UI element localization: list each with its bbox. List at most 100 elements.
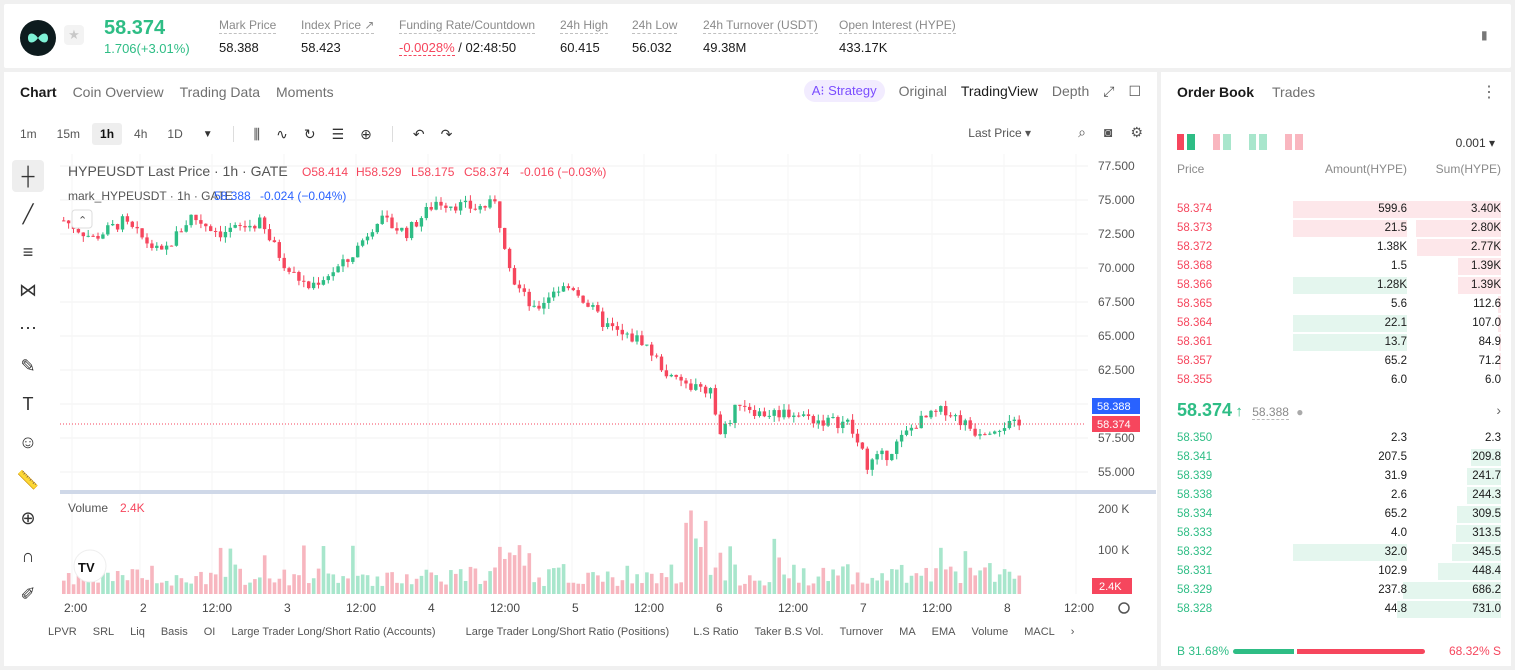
stat-mark-price[interactable]: Mark Price 58.388 [219, 18, 277, 55]
pattern-icon[interactable]: ⋈ [19, 279, 37, 300]
ask-row[interactable]: 58.372 1.38K 2.77K [1177, 238, 1501, 257]
mid-mark-price[interactable]: 58.388 [1252, 405, 1289, 420]
timeframe-1m[interactable]: 1m [20, 127, 37, 141]
indicator-item[interactable]: MACL [1024, 626, 1055, 638]
window-icon[interactable]: ☐ [1128, 82, 1141, 99]
layout-asks-bids-icon[interactable] [1213, 134, 1231, 150]
text-icon[interactable]: T [22, 393, 34, 414]
measure-lines-icon[interactable]: ⋯ [19, 317, 37, 338]
tab-coin-overview[interactable]: Coin Overview [72, 84, 164, 100]
add-alert-icon[interactable]: ⊕ [360, 125, 372, 142]
volume-bar [341, 576, 345, 594]
view-tradingview[interactable]: TradingView [960, 83, 1038, 99]
timeframe-4h[interactable]: 4h [134, 127, 148, 141]
book-icon[interactable]: ▮ [1481, 28, 1488, 42]
indicator-item[interactable]: SRL [92, 626, 115, 638]
undo-icon[interactable]: ↶ [412, 125, 425, 142]
search-icon[interactable]: ⌕ [1078, 124, 1086, 140]
candles-icon[interactable]: ⫼ [253, 125, 261, 142]
view-depth[interactable]: Depth [1051, 83, 1090, 99]
ask-row[interactable]: 58.366 1.28K 1.39K [1177, 276, 1501, 295]
bid-row[interactable]: 58.341 207.5 209.8 [1177, 448, 1501, 467]
tab-order-book[interactable]: Order Book [1177, 84, 1255, 100]
crosshair-icon[interactable]: ┼ [12, 160, 44, 192]
candle-body [405, 227, 409, 239]
bid-row[interactable]: 58.328 44.8 731.0 [1177, 600, 1501, 619]
price-source-select[interactable]: Last Price ▾ [968, 126, 1031, 140]
tab-moments[interactable]: Moments [276, 84, 334, 100]
trendline-icon[interactable]: ╱ [22, 203, 34, 224]
indicator-item[interactable]: L.S Ratio [693, 626, 739, 638]
bid-row[interactable]: 58.333 4.0 313.5 [1177, 524, 1501, 543]
time-axis[interactable]: 2:00 2 12:00 3 12:00 4 12:00 5 12:00 6 12:00 7 12:00… [64, 601, 1094, 614]
lock-draw-icon[interactable]: ✐ [20, 583, 36, 604]
strategy-button[interactable]: A⁝ Strategy [803, 80, 885, 102]
replay-icon[interactable]: ↻ [303, 125, 316, 142]
chevron-right-icon[interactable]: › [1070, 626, 1075, 638]
view-original[interactable]: Original [898, 83, 947, 99]
indicator-item[interactable]: Taker B.S Vol. [754, 626, 824, 638]
ask-row[interactable]: 58.364 22.1 107.0 [1177, 314, 1501, 333]
chevron-right-icon[interactable]: › [1496, 402, 1501, 418]
indicator-item[interactable]: EMA [931, 626, 956, 638]
price-chart[interactable]: HYPEUSDT Last Price · 1h · GATE O58.414 … [56, 154, 1156, 614]
ask-row[interactable]: 58.368 1.5 1.39K [1177, 257, 1501, 276]
layout-bids-icon[interactable] [1249, 134, 1267, 150]
collapse-legend-button[interactable]: ⌃ [71, 209, 93, 229]
indicator-item[interactable]: Volume [971, 626, 1009, 638]
indicator-item[interactable]: Turnover [839, 626, 884, 638]
indicator-item[interactable]: Liq [130, 626, 145, 638]
pane-separator[interactable] [60, 490, 1156, 494]
axis-settings-icon[interactable] [1118, 602, 1130, 614]
indicators-icon[interactable]: ∿ [276, 125, 288, 142]
indicator-item[interactable]: Large Trader Long/Short Ratio (Positions… [465, 626, 670, 638]
redo-icon[interactable]: ↷ [440, 125, 453, 142]
indicator-item[interactable]: Basis [160, 626, 188, 638]
timeframe-15m[interactable]: 15m [56, 127, 81, 141]
fib-lines-icon[interactable]: ≡ [22, 241, 34, 262]
indicator-item[interactable]: LPVR [48, 626, 77, 638]
tab-trades[interactable]: Trades [1272, 84, 1316, 100]
ask-row[interactable]: 58.373 21.5 2.80K [1177, 219, 1501, 238]
timeframe-1d[interactable]: 1D [167, 127, 183, 141]
volume-bar [517, 545, 522, 594]
ask-row[interactable]: 58.361 13.7 84.9 [1177, 333, 1501, 352]
bid-row[interactable]: 58.339 31.9 241.7 [1177, 467, 1501, 486]
info-icon[interactable]: ● [1296, 405, 1304, 419]
zoom-in-icon[interactable]: ⊕ [20, 507, 36, 528]
emoji-icon[interactable]: ☺ [18, 431, 38, 452]
expand-icon[interactable]: ⤢ [1103, 82, 1115, 99]
ask-row[interactable]: 58.357 65.2 71.2 [1177, 352, 1501, 371]
gear-icon[interactable]: ⚙ [1130, 124, 1143, 140]
layout-asks-icon[interactable] [1285, 134, 1303, 150]
timeframe-1h[interactable]: 1h [92, 123, 123, 145]
magnet-icon[interactable]: ∩ [21, 545, 35, 566]
stat-index-price[interactable]: Index Price ↗ 58.423 [301, 18, 375, 55]
stat-funding-rate[interactable]: Funding Rate/Countdown -0.0028% / 02:48:… [399, 18, 536, 56]
tradingview-logo-icon[interactable]: TV [73, 549, 107, 583]
bid-row[interactable]: 58.332 32.0 345.5 [1177, 543, 1501, 562]
indicator-item[interactable]: Large Trader Long/Short Ratio (Accounts) [231, 626, 436, 638]
bid-row[interactable]: 58.338 2.6 244.3 [1177, 486, 1501, 505]
bid-row[interactable]: 58.334 65.2 309.5 [1177, 505, 1501, 524]
tab-chart[interactable]: Chart [20, 84, 57, 100]
candle-body [630, 333, 634, 342]
ask-row[interactable]: 58.365 5.6 112.6 [1177, 295, 1501, 314]
ask-row[interactable]: 58.374 599.6 3.40K [1177, 200, 1501, 219]
bid-row[interactable]: 58.331 102.9 448.4 [1177, 562, 1501, 581]
bid-row[interactable]: 58.329 237.8 686.2 [1177, 581, 1501, 600]
favorite-star-icon[interactable]: ★ [64, 25, 84, 45]
indicator-item[interactable]: OI [203, 626, 216, 638]
brush-icon[interactable]: ✎ [20, 355, 36, 376]
caret-down-icon[interactable]: ▼ [202, 128, 213, 140]
tab-trading-data[interactable]: Trading Data [179, 84, 261, 100]
indicator-item[interactable]: MA [899, 626, 916, 638]
precision-select[interactable]: 0.001 ▾ [1455, 136, 1495, 150]
ruler-icon[interactable]: 📏 [16, 469, 40, 490]
bid-row[interactable]: 58.350 2.3 2.3 [1177, 429, 1501, 448]
templates-icon[interactable]: ☰ [331, 125, 345, 142]
layout-both-icon[interactable] [1177, 134, 1195, 150]
more-options-icon[interactable]: ⋮ [1481, 84, 1497, 101]
ask-row[interactable]: 58.355 6.0 6.0 [1177, 371, 1501, 390]
camera-icon[interactable]: ◙ [1103, 124, 1113, 140]
